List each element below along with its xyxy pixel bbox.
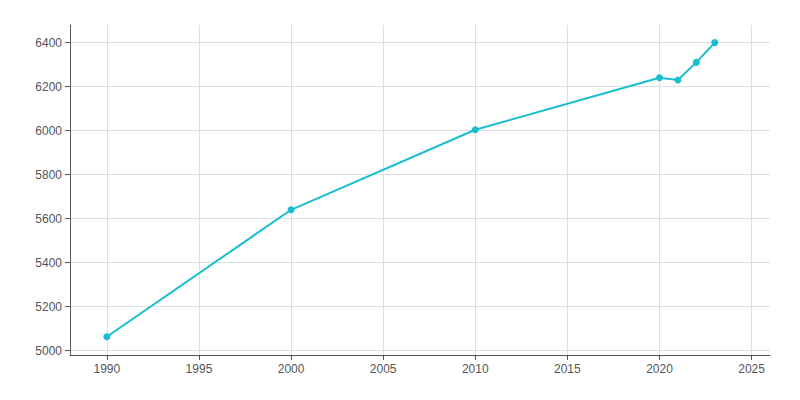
svg-text:5800: 5800: [35, 168, 62, 182]
svg-text:2015: 2015: [554, 362, 581, 376]
svg-text:5600: 5600: [35, 212, 62, 226]
svg-text:6200: 6200: [35, 80, 62, 94]
svg-text:6400: 6400: [35, 36, 62, 50]
svg-text:2010: 2010: [462, 362, 489, 376]
svg-text:1995: 1995: [186, 362, 213, 376]
svg-text:2000: 2000: [278, 362, 305, 376]
svg-text:1990: 1990: [93, 362, 120, 376]
svg-text:2020: 2020: [646, 362, 673, 376]
svg-text:6000: 6000: [35, 124, 62, 138]
svg-text:5000: 5000: [35, 344, 62, 358]
svg-text:5400: 5400: [35, 256, 62, 270]
svg-text:2025: 2025: [738, 362, 765, 376]
svg-text:2005: 2005: [370, 362, 397, 376]
svg-text:5200: 5200: [35, 300, 62, 314]
